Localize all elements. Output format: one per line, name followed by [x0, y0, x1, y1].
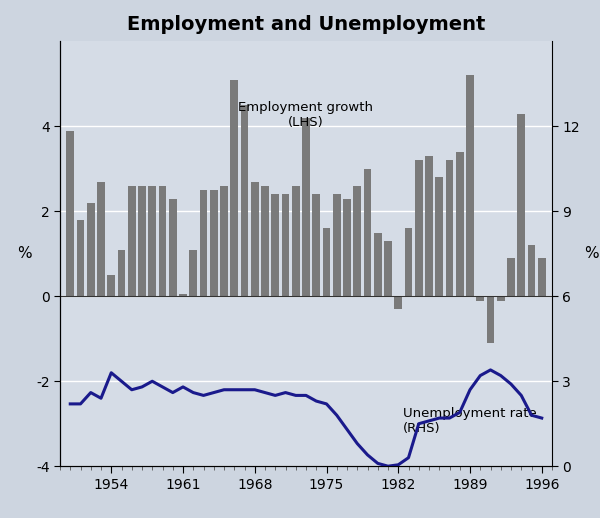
Bar [374, 233, 382, 296]
Title: Employment and Unemployment: Employment and Unemployment [127, 16, 485, 34]
Bar [281, 194, 289, 296]
Bar [527, 246, 535, 296]
Bar [148, 186, 156, 296]
Bar [415, 161, 422, 296]
Y-axis label: %: % [584, 247, 598, 261]
Bar [517, 113, 525, 296]
Bar [271, 194, 279, 296]
Bar [323, 228, 331, 296]
Bar [333, 194, 341, 296]
Bar [158, 186, 166, 296]
Bar [107, 275, 115, 296]
Bar [261, 186, 269, 296]
Bar [220, 186, 228, 296]
Bar [404, 228, 412, 296]
Bar [87, 203, 95, 296]
Bar [200, 190, 208, 296]
Bar [507, 258, 515, 296]
Bar [353, 186, 361, 296]
Bar [476, 296, 484, 300]
Y-axis label: %: % [17, 247, 32, 261]
Bar [466, 76, 474, 296]
Bar [190, 250, 197, 296]
Bar [67, 131, 74, 296]
Bar [97, 182, 105, 296]
Bar [302, 118, 310, 296]
Bar [292, 186, 299, 296]
Bar [343, 198, 351, 296]
Bar [241, 105, 248, 296]
Bar [425, 156, 433, 296]
Bar [138, 186, 146, 296]
Bar [497, 296, 505, 300]
Bar [210, 190, 218, 296]
Bar [77, 220, 85, 296]
Bar [538, 258, 545, 296]
Text: Employment growth
(LHS): Employment growth (LHS) [239, 101, 373, 129]
Bar [230, 80, 238, 296]
Bar [118, 250, 125, 296]
Bar [364, 169, 371, 296]
Bar [169, 198, 176, 296]
Bar [313, 194, 320, 296]
Bar [179, 294, 187, 296]
Bar [394, 296, 402, 309]
Bar [436, 177, 443, 296]
Text: Unemployment rate
(RHS): Unemployment rate (RHS) [403, 407, 537, 435]
Bar [446, 161, 454, 296]
Bar [456, 152, 464, 296]
Bar [384, 241, 392, 296]
Bar [487, 296, 494, 343]
Bar [251, 182, 259, 296]
Bar [128, 186, 136, 296]
